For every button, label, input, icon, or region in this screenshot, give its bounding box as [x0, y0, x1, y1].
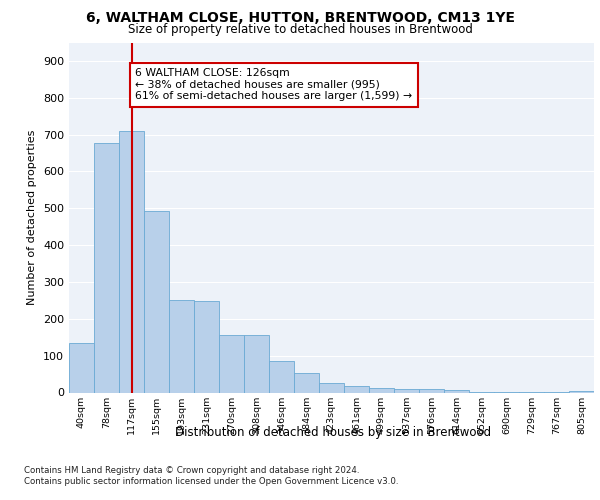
Text: Distribution of detached houses by size in Brentwood: Distribution of detached houses by size …	[175, 426, 491, 439]
Bar	[194, 301, 219, 392]
Bar	[219, 336, 244, 392]
Bar	[569, 390, 594, 392]
Bar	[369, 388, 394, 392]
Text: Contains public sector information licensed under the Open Government Licence v3: Contains public sector information licen…	[24, 477, 398, 486]
Y-axis label: Number of detached properties: Number of detached properties	[28, 130, 37, 305]
Bar	[119, 131, 144, 392]
Bar	[244, 336, 269, 392]
Bar	[319, 382, 344, 392]
Bar	[144, 211, 169, 392]
Text: Contains HM Land Registry data © Crown copyright and database right 2024.: Contains HM Land Registry data © Crown c…	[24, 466, 359, 475]
Bar	[294, 374, 319, 392]
Bar	[394, 389, 419, 392]
Bar	[344, 386, 369, 392]
Text: 6, WALTHAM CLOSE, HUTTON, BRENTWOOD, CM13 1YE: 6, WALTHAM CLOSE, HUTTON, BRENTWOOD, CM1…	[86, 11, 515, 25]
Bar	[419, 389, 444, 392]
Bar	[69, 343, 94, 392]
Text: 6 WALTHAM CLOSE: 126sqm
← 38% of detached houses are smaller (995)
61% of semi-d: 6 WALTHAM CLOSE: 126sqm ← 38% of detache…	[135, 68, 412, 102]
Text: Size of property relative to detached houses in Brentwood: Size of property relative to detached ho…	[128, 22, 472, 36]
Bar	[269, 361, 294, 392]
Bar	[444, 390, 469, 392]
Bar	[94, 142, 119, 392]
Bar	[169, 300, 194, 392]
